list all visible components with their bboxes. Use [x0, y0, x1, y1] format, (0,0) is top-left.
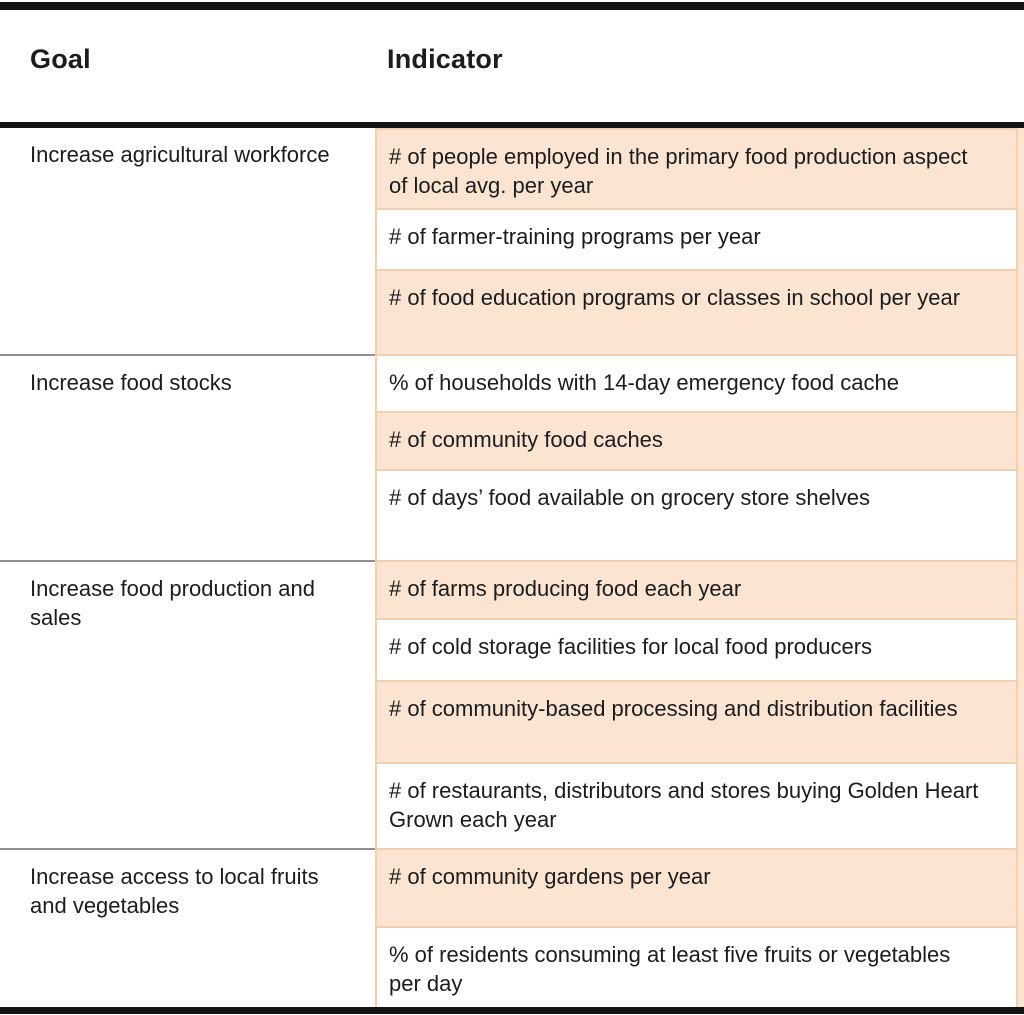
indicator-cell: % of residents consuming at least five f… [375, 926, 1018, 1007]
indicator-cell: # of farmer-training programs per year [375, 208, 1018, 269]
indicator-cell: # of people employed in the primary food… [375, 128, 1018, 208]
goal-column-header: Goal [30, 44, 91, 74]
goal-cell: Increase agricultural workforce [0, 128, 375, 354]
goal-group: Increase food production and sales # of f… [0, 560, 1018, 848]
indicator-cell: # of farms producing food each year [375, 560, 1018, 618]
goals-indicators-table: Increase agricultural workforce # of peop… [0, 128, 1018, 1007]
indicator-cell: % of households with 14-day emergency fo… [375, 354, 1018, 411]
goal-cell: Increase food production and sales [0, 560, 375, 848]
right-edge-strip [1018, 128, 1024, 1007]
indicator-cells: # of farms producing food each year # of … [375, 560, 1018, 848]
indicator-cell: # of restaurants, distributors and store… [375, 762, 1018, 848]
goal-group: Increase agricultural workforce # of peop… [0, 128, 1018, 354]
header-rule [0, 122, 1024, 128]
indicator-cell: # of days’ food available on grocery sto… [375, 469, 1018, 560]
indicator-cells: # of people employed in the primary food… [375, 128, 1018, 354]
goal-group: Increase food stocks% of households with… [0, 354, 1018, 560]
indicator-cells: % of households with 14-day emergency fo… [375, 354, 1018, 560]
goal-cell: Increase food stocks [0, 354, 375, 560]
top-rule [0, 2, 1024, 10]
goal-group: Increase access to local fruits and vege… [0, 848, 1018, 1007]
indicator-cells: # of community gardens per year% of resi… [375, 848, 1018, 1007]
indicator-cell: # of community gardens per year [375, 848, 1018, 926]
goal-cell: Increase access to local fruits and vege… [0, 848, 375, 1007]
indicator-cell: # of food education programs or classes … [375, 269, 1018, 354]
bottom-rule [0, 1007, 1024, 1014]
indicator-cell: # of cold storage facilities for local f… [375, 618, 1018, 680]
indicator-column-header: Indicator [387, 44, 503, 74]
indicator-cell: # of community food caches [375, 411, 1018, 469]
indicator-cell: # of community-based processing and dist… [375, 680, 1018, 762]
